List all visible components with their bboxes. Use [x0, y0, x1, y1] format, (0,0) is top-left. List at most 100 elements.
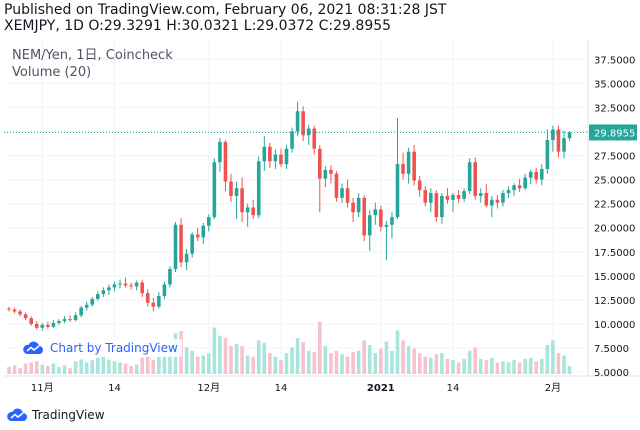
watermark-text: Chart by TradingView [50, 341, 178, 355]
volume-bar [451, 360, 455, 374]
candle-body [295, 111, 300, 132]
volume-bar [107, 359, 111, 374]
volume-bar [512, 360, 516, 374]
volume-bar [429, 357, 433, 374]
volume-bar [501, 361, 505, 374]
candle-body [440, 195, 444, 218]
volume-bar [323, 346, 328, 374]
candle-body [356, 197, 361, 213]
candle-body [129, 285, 133, 287]
y-tick-label: 25.0000 [594, 176, 635, 187]
candle-body [118, 283, 122, 285]
x-tick-label: 14 [275, 383, 288, 394]
volume-bar [434, 354, 439, 374]
volume-bar [567, 365, 572, 374]
candle-body [123, 283, 128, 286]
volume-bar [145, 355, 150, 374]
volume-bar [184, 347, 189, 374]
candle-body [229, 181, 233, 196]
candle-body [40, 324, 45, 328]
volume-bar [129, 365, 133, 374]
tradingview-watermark[interactable]: Chart by TradingView [18, 339, 182, 357]
candle-body [379, 209, 383, 227]
candle-body [345, 188, 350, 203]
candle-body [478, 193, 483, 196]
plot-background [4, 40, 588, 374]
candle-body [279, 154, 283, 165]
candle-body [373, 209, 378, 216]
candle-body [212, 162, 217, 218]
volume-bar [268, 353, 272, 374]
candle-body [384, 224, 389, 227]
x-tick-label: 12月 [197, 382, 220, 394]
volume-bar [62, 365, 67, 374]
candle-body [79, 307, 83, 316]
candle-body [184, 253, 189, 263]
time-axis[interactable]: 11月 14 12月 14 2021 14 2月 [31, 382, 561, 394]
candle-body [528, 171, 533, 178]
candlestick-chart[interactable]: 37.500035.000032.500030.000027.500025.00… [0, 40, 640, 400]
x-tick-label: 14 [447, 383, 460, 394]
volume-bar [384, 341, 389, 374]
volume-bar [556, 353, 561, 374]
volume-bar [395, 330, 400, 374]
volume-bar [12, 365, 17, 374]
candle-body [501, 193, 505, 203]
price-axis[interactable]: 37.500035.000032.500030.000027.500025.00… [594, 55, 635, 379]
candle-body [517, 185, 522, 189]
candle-body [18, 311, 22, 315]
volume-bar [68, 368, 72, 374]
volume-bar [212, 327, 217, 374]
candle-body [145, 293, 150, 303]
published-line: Published on TradingView.com, February 0… [4, 2, 447, 18]
volume-bar [195, 356, 200, 374]
volume-bar [345, 356, 350, 374]
candle-body [351, 202, 355, 213]
volume-bar [340, 354, 344, 374]
candle-body [445, 195, 450, 200]
y-tick-label: 10.0000 [594, 320, 635, 331]
volume-bar [229, 346, 233, 374]
candle-body [251, 207, 255, 216]
volume-bar [18, 368, 22, 374]
volume-bar [367, 345, 372, 374]
y-tick-label: 17.5000 [594, 248, 635, 259]
y-tick-label: 12.5000 [594, 296, 635, 307]
volume-bar [478, 358, 483, 374]
candles [7, 101, 572, 331]
volume-bar [140, 357, 144, 374]
footer-brand: TradingView [32, 408, 105, 422]
candle-body [256, 161, 261, 216]
candle-body [329, 169, 333, 174]
candle-body [168, 269, 172, 285]
y-tick-label: 20.0000 [594, 224, 635, 235]
volume-bar [190, 350, 194, 374]
candle-body [151, 302, 156, 307]
candle-body [306, 128, 311, 136]
candle-body [34, 323, 39, 328]
volume-bar [334, 350, 339, 374]
cloud-chart-icon [23, 341, 43, 354]
candle-body [473, 162, 477, 196]
volume-bar [467, 350, 472, 374]
candle-body [412, 151, 416, 181]
y-tick-label: 22.5000 [594, 200, 635, 211]
volume-bar [118, 362, 122, 374]
volume-bar [234, 343, 239, 374]
candle-body [51, 322, 56, 327]
volume-bar [273, 356, 278, 374]
volume-bar [123, 363, 128, 374]
volume-bar [445, 358, 450, 374]
volume-bars [7, 321, 572, 374]
candle-body [562, 138, 566, 152]
y-tick-label: 35.0000 [594, 79, 635, 90]
volume-bar [506, 362, 511, 374]
candle-body [506, 190, 511, 194]
volume-bar [318, 321, 322, 374]
candle-body [462, 191, 466, 199]
volume-bar [495, 362, 500, 374]
volume-bar [223, 338, 228, 374]
volume-bar [207, 353, 211, 374]
last-price-text: 29.8955 [594, 128, 635, 139]
y-tick-label: 27.5000 [594, 152, 635, 163]
